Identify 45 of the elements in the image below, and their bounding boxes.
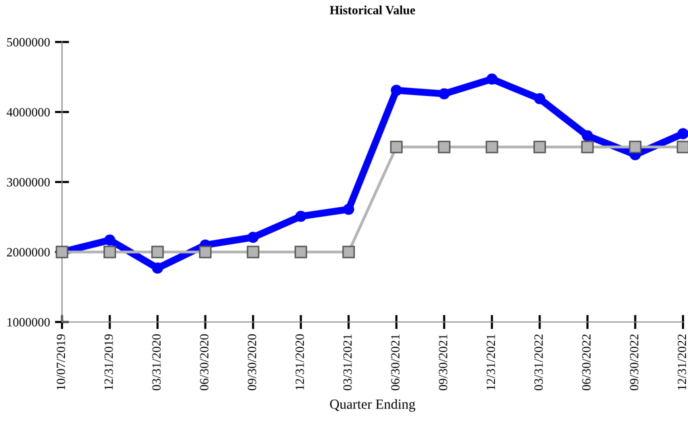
point	[438, 88, 450, 100]
x-tick-label: 09/30/2020	[248, 334, 256, 390]
point	[152, 262, 164, 274]
point	[294, 246, 308, 258]
point	[390, 140, 403, 154]
point	[246, 246, 260, 258]
point	[342, 246, 355, 258]
x-tick-label: 12/31/2019	[104, 334, 113, 390]
point	[677, 128, 688, 140]
point	[486, 74, 498, 85]
y-tick-label: 5000000	[7, 38, 50, 46]
point	[438, 140, 450, 154]
y-tick-label: 4000000	[6, 108, 50, 116]
point	[151, 246, 164, 258]
point	[104, 246, 116, 258]
x-tick-label: 06/30/2022	[582, 334, 591, 390]
point	[248, 232, 259, 243]
point	[390, 84, 402, 96]
point	[486, 140, 498, 154]
x-tick-label: 06/30/2020	[200, 334, 208, 390]
x-tick-label: 06/30/2021	[391, 334, 400, 390]
x-tick-label: 09/30/2022	[630, 334, 638, 390]
point	[199, 246, 212, 258]
y-tick-label: 1000000	[8, 318, 50, 326]
point	[582, 130, 594, 142]
chart-title: Historical Value	[330, 6, 416, 14]
x-tick-label: 12/31/2021	[486, 334, 496, 390]
point	[628, 140, 642, 154]
point	[295, 210, 306, 222]
point	[534, 93, 546, 104]
x-axis-title: Quarter Ending	[330, 399, 416, 412]
point	[676, 140, 688, 154]
x-tick-label: 12/31/2022	[678, 334, 686, 390]
x-tick-label: 03/31/2021	[343, 334, 352, 390]
point	[104, 234, 116, 246]
x-tick-label: 03/31/2022	[534, 334, 543, 390]
x-tick-label: 09/30/2021	[438, 334, 448, 390]
point	[343, 204, 354, 215]
y-tick-label: 2000000	[6, 248, 50, 256]
point	[533, 140, 546, 154]
point	[581, 140, 594, 154]
y-tick-label: 3000000	[7, 178, 50, 186]
x-tick-label: 03/31/2020	[152, 334, 161, 390]
x-tick-label: 10/07/2019	[56, 334, 66, 390]
x-tick-label: 12/31/2020	[296, 334, 304, 390]
